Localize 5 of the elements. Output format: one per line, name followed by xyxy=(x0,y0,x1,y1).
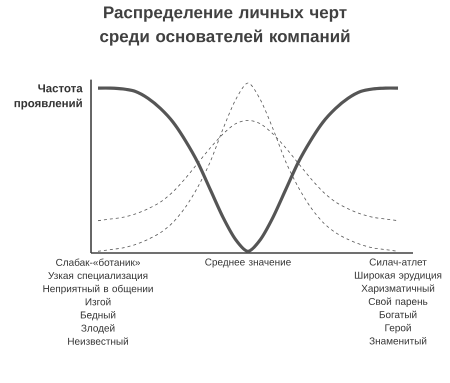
x-tick-label: Среднее значение xyxy=(205,258,291,268)
x-tick-label: Силач-атлет Широкая эрудиция Харизматичный Свой парень Богатый Герой Знаменитый xyxy=(354,258,442,344)
chart-title: Распределение личных черт среди основателей компаний xyxy=(100,6,350,46)
y-axis-title: Частота проявлений xyxy=(14,84,83,110)
x-tick-label: Слабак-«ботаник» Узкая специализация Неприятный в общении Изгой Бедный Злодей Неизвестный xyxy=(43,258,153,345)
